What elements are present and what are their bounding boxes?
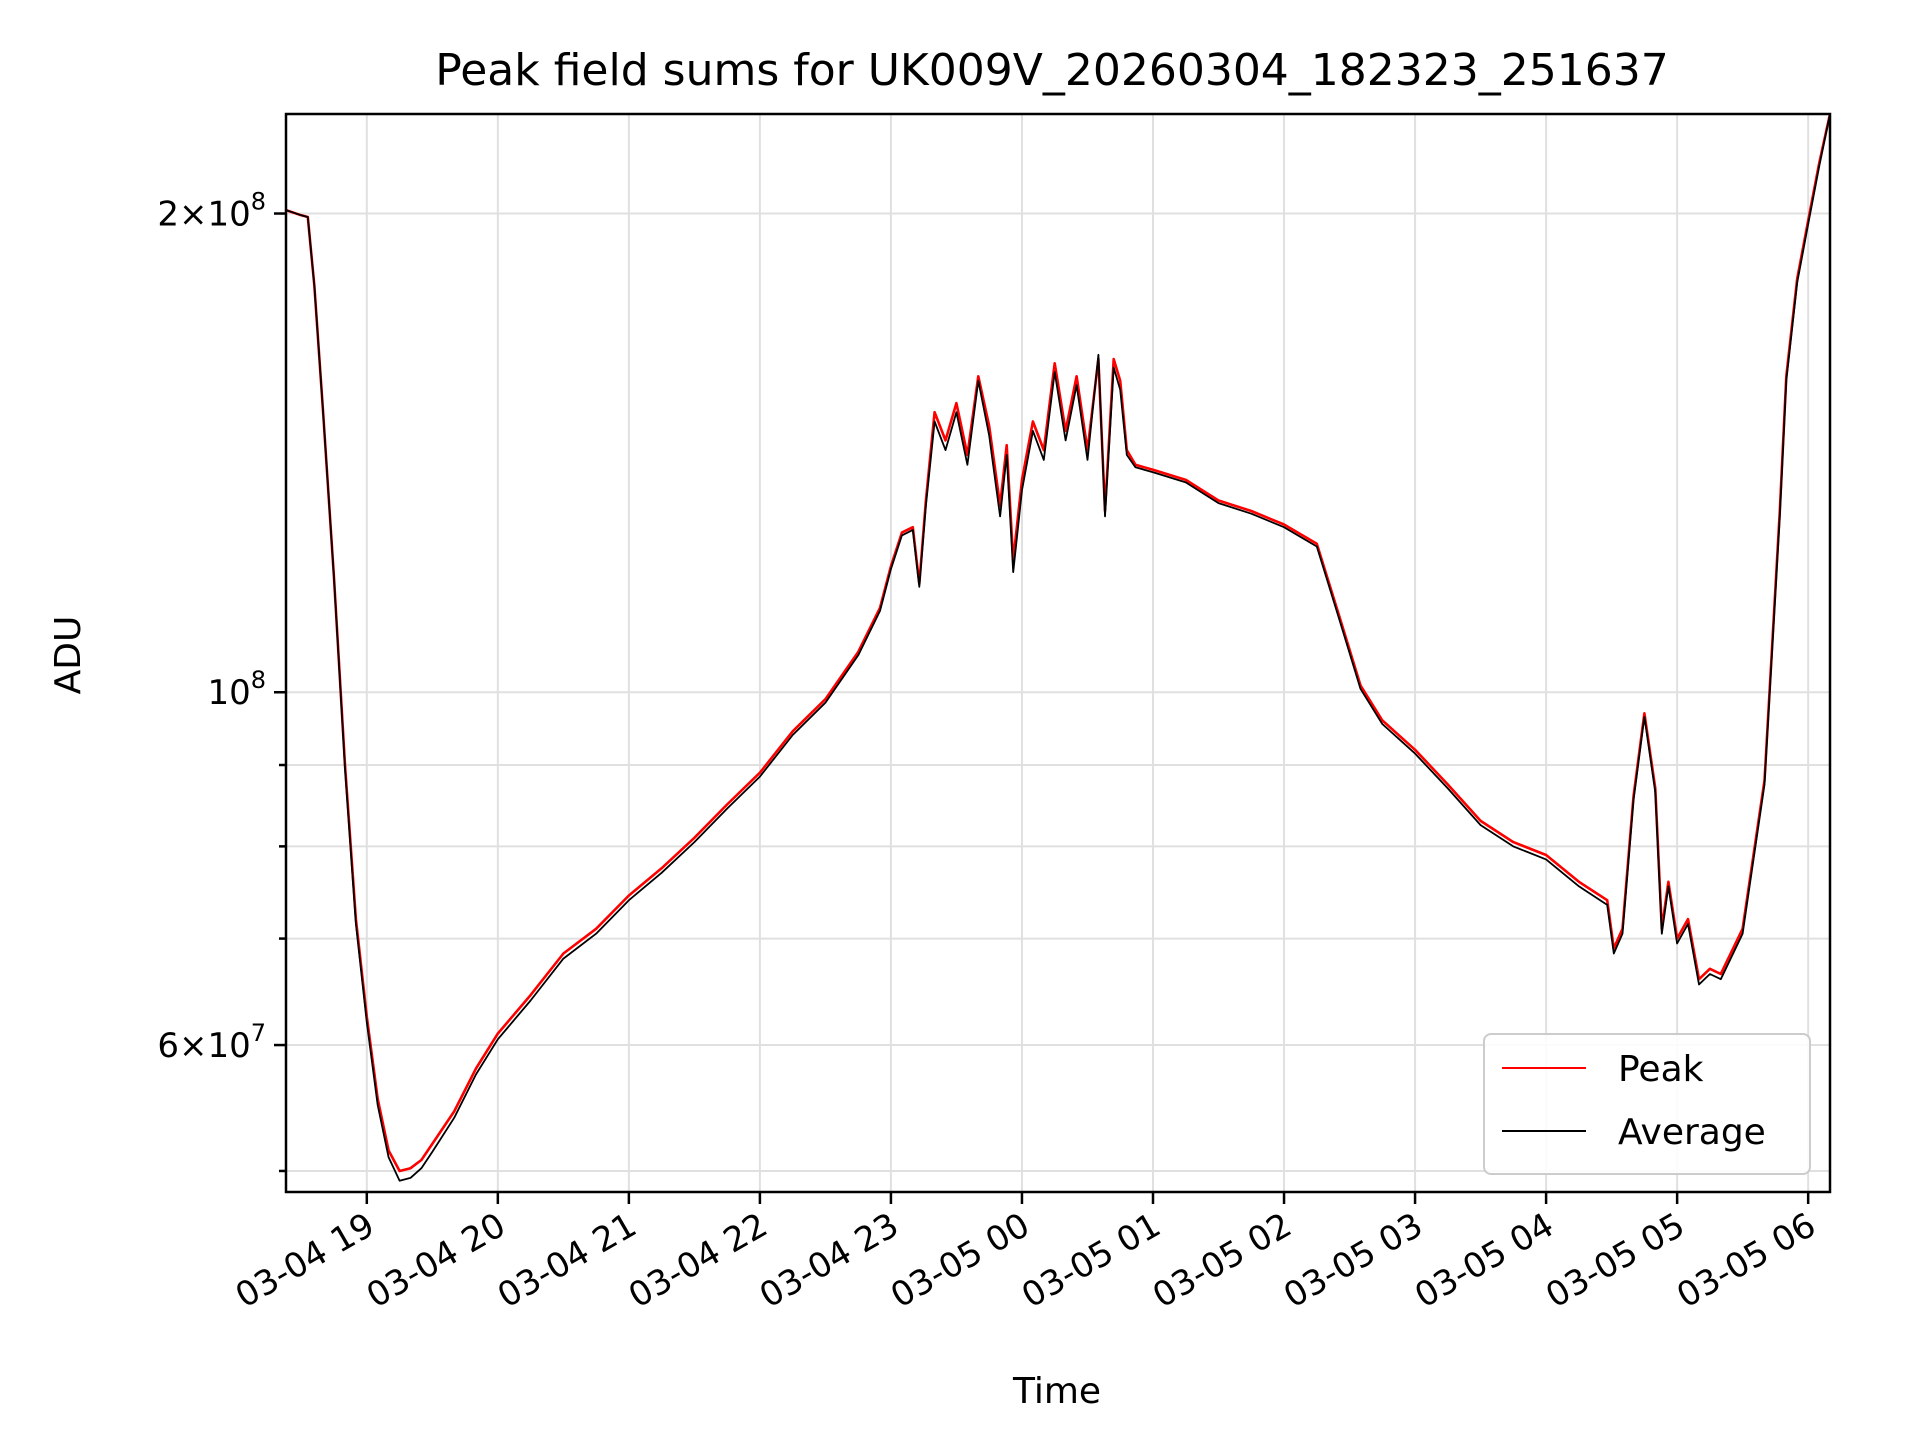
x-tick-label: 03-04 22 xyxy=(622,1205,774,1316)
x-tick-label: 03-05 06 xyxy=(1670,1205,1822,1316)
legend: Peak Average xyxy=(1483,1033,1811,1175)
x-tick-label: 03-05 03 xyxy=(1277,1205,1429,1316)
series-line-average xyxy=(286,114,1830,1182)
y-axis-label: ADU xyxy=(48,616,89,695)
legend-label-average: Average xyxy=(1618,1112,1766,1153)
x-axis-label: Time xyxy=(1012,1371,1101,1412)
y-tick-label: 2×108 xyxy=(157,188,266,235)
plot-area xyxy=(286,114,1830,1192)
x-tick-label: 03-05 02 xyxy=(1146,1205,1298,1316)
legend-label-peak: Peak xyxy=(1618,1049,1704,1090)
x-tick-label: 03-04 20 xyxy=(360,1205,512,1316)
series-layer xyxy=(286,114,1830,1182)
x-tick-label: 03-05 01 xyxy=(1015,1205,1167,1316)
x-tick-label: 03-04 21 xyxy=(491,1205,643,1316)
x-tick-label: 03-04 19 xyxy=(229,1205,381,1316)
x-tick-label: 03-05 05 xyxy=(1539,1205,1691,1316)
plot-frame xyxy=(284,112,1832,1194)
y-axis: 6×107 108 2×108 xyxy=(157,188,286,1173)
y-tick-label: 108 xyxy=(207,666,266,713)
chart-title: Peak field sums for UK009V_20260304_1823… xyxy=(435,45,1668,96)
y-tick-label: 6×107 xyxy=(157,1019,266,1066)
x-tick-label: 03-05 04 xyxy=(1408,1205,1560,1316)
x-tick-label: 03-04 23 xyxy=(753,1205,905,1316)
x-tick-label: 03-05 00 xyxy=(884,1205,1036,1316)
